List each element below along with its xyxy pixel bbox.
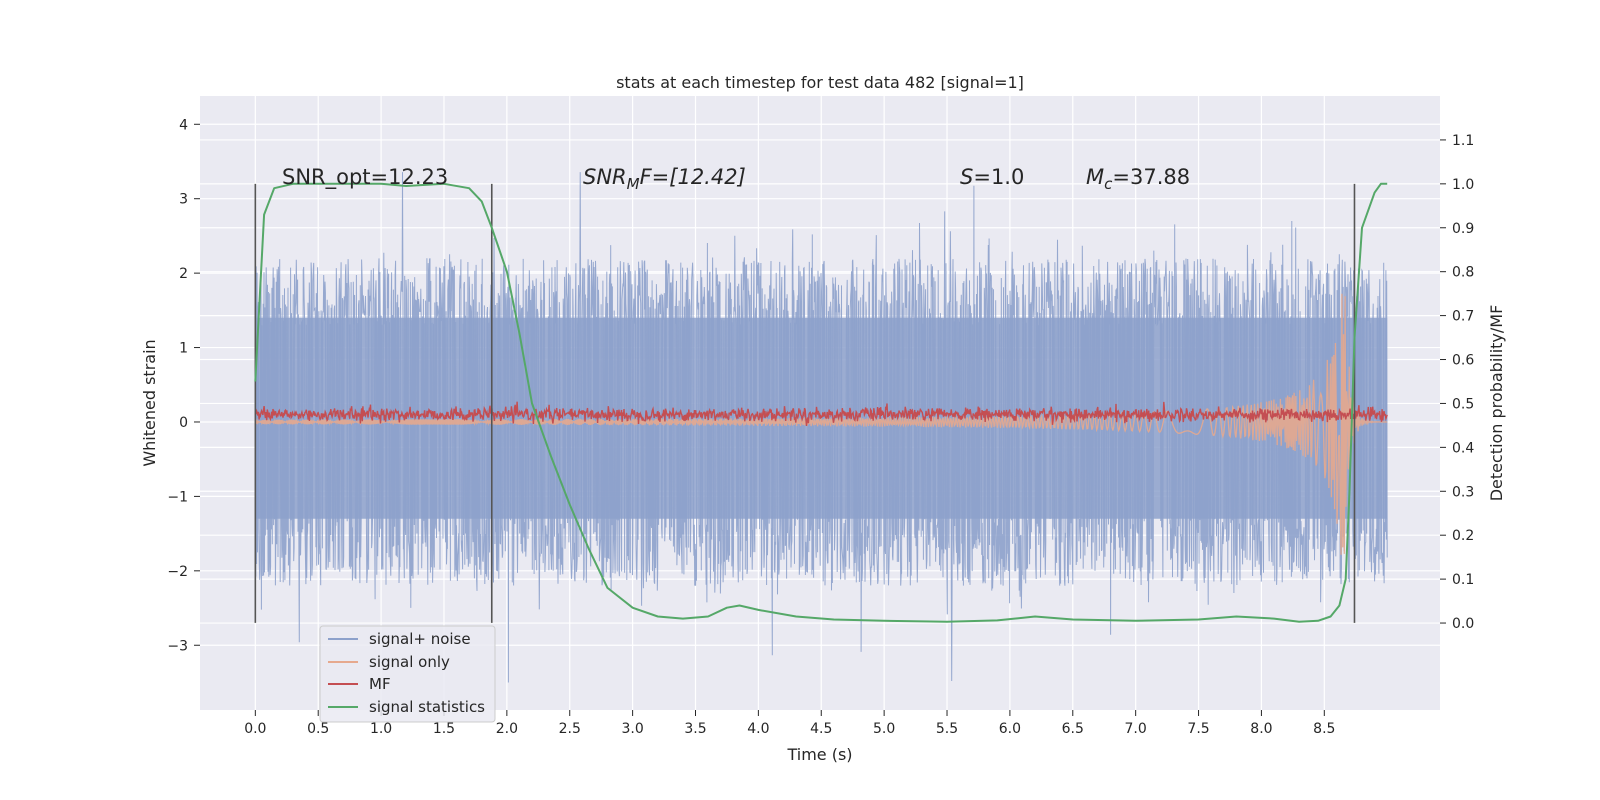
y-right-tick-label: 0.6 <box>1452 353 1474 369</box>
legend-label-signal-statistics: signal statistics <box>369 698 485 716</box>
x-tick-label: 2.0 <box>496 721 518 737</box>
legend: signal+ noise signal only MF signal stat… <box>319 625 496 723</box>
legend-box <box>319 625 496 723</box>
x-tick-label: 6.0 <box>999 721 1021 737</box>
y-right-tick-label: 0.9 <box>1452 221 1474 237</box>
y-left-tick-label: 3 <box>179 192 188 208</box>
annotation-mc: Mc=37.88 <box>1086 165 1190 193</box>
legend-label-signal-only: signal only <box>369 653 450 671</box>
x-tick-label: 6.5 <box>1062 721 1084 737</box>
y-left-tick-label: −1 <box>167 489 188 505</box>
vertical-markers <box>254 183 1356 623</box>
series-signal-noise-line <box>254 172 1388 683</box>
x-tick-label: 7.5 <box>1187 721 1209 737</box>
y-right-tick-label: 0.2 <box>1452 528 1474 544</box>
annotation-snr-mf: SNRMF=[12.42] <box>583 165 746 193</box>
x-tick-label: 8.5 <box>1313 721 1335 737</box>
x-tick-label: 7.0 <box>1125 721 1147 737</box>
x-tick-label: 5.0 <box>873 721 895 737</box>
y-left-tick-label: 4 <box>179 117 188 133</box>
x-axis-title: Time (s) <box>786 745 852 764</box>
x-tick-label: 3.5 <box>684 721 706 737</box>
legend-label-mf: MF <box>369 675 391 693</box>
annotation-snr-opt: SNR_opt=12.23 <box>282 165 448 190</box>
x-tick-label: 8.0 <box>1250 721 1272 737</box>
x-tick-label: 5.5 <box>936 721 958 737</box>
y-right-tick-label: 1.0 <box>1452 177 1474 193</box>
x-tick-label: 0.0 <box>244 721 266 737</box>
x-tick-label: 4.5 <box>810 721 832 737</box>
y-left-tick-label: 1 <box>179 341 188 357</box>
x-tick-label: 3.0 <box>621 721 643 737</box>
x-tick-label: 1.5 <box>433 721 455 737</box>
x-tick-label: 2.5 <box>559 721 581 737</box>
chart-title: stats at each timestep for test data 482… <box>616 73 1024 92</box>
x-tick-label: 1.0 <box>370 721 392 737</box>
legend-label-signal-noise: signal+ noise <box>369 630 471 648</box>
x-tick-label: 4.0 <box>747 721 769 737</box>
annotation-s: S=1.0 <box>960 165 1024 189</box>
y-right-tick-label: 1.1 <box>1452 133 1474 149</box>
y-right-tick-label: 0.4 <box>1452 440 1474 456</box>
y-left-tick-label: 2 <box>179 266 188 282</box>
y-axis-left-title: Whitened strain <box>140 339 159 466</box>
y-right-tick-label: 0.1 <box>1452 572 1474 588</box>
series-mf-line <box>255 401 1388 426</box>
x-tick-label: 0.5 <box>307 721 329 737</box>
y-right-tick-label: 0.5 <box>1452 396 1474 412</box>
y-right-tick-label: 0.3 <box>1452 484 1474 500</box>
y-axis-right-ticks: 0.0 0.1 0.2 0.3 0.4 0.5 0.6 0.7 0.8 0.9 1.0 1.1 <box>1440 133 1474 632</box>
y-right-tick-label: 0.0 <box>1452 616 1474 632</box>
y-right-tick-label: 0.7 <box>1452 309 1474 325</box>
x-axis-ticks: 0.0 0.5 1.0 1.5 2.0 2.5 3.0 3.5 4.0 4.5 5.0 5.5 6.0 6… <box>244 710 1335 737</box>
series-signal-only-line <box>254 293 1388 555</box>
y-axis-right-title: Detection probability/MF <box>1487 305 1506 502</box>
y-right-tick-label: 0.8 <box>1452 265 1474 281</box>
y-left-tick-label: −3 <box>167 638 188 654</box>
y-left-tick-label: 0 <box>179 415 188 431</box>
y-axis-left-ticks: −3 −2 −1 0 1 2 3 4 <box>167 117 200 654</box>
y-left-tick-label: −2 <box>167 564 188 580</box>
series-signal-statistics-line <box>254 182 1388 623</box>
